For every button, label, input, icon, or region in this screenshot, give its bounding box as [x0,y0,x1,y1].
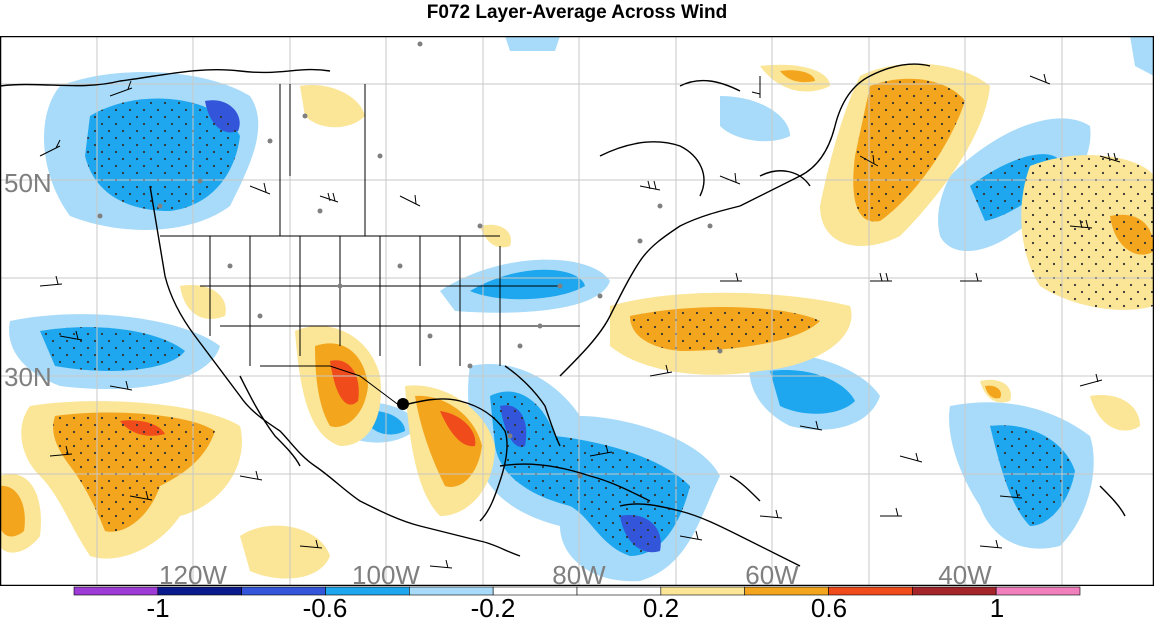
wind-barbs [39,73,1121,569]
hurricane-position-marker [397,398,409,410]
lon-label: 100W [352,560,420,586]
colorbar [73,586,1081,596]
colorbar-label: -1 [146,593,170,623]
coastlines [1,63,1126,567]
lon-label: 40W [938,560,992,586]
map-title: F072 Layer-Average Across Wind [426,2,728,23]
colorbar-box [995,586,1081,596]
colorbar-labels: -1 -0.6 -0.2 0.2 0.6 1 [0,594,1154,622]
colorbar-label: 0.2 [642,593,680,623]
colorbar-label: -0.6 [302,593,348,623]
colorbar-label: 1 [989,593,1005,623]
lat-label: 30N [4,362,52,392]
latitude-labels: 50N 30N [4,168,52,392]
political-boundaries [160,84,580,407]
lon-label: 60W [745,560,799,586]
colorbar-label: 0.6 [810,593,848,623]
across-wind-map: 120W 100W 80W 60W 40W 50N 30N [0,36,1154,586]
station-markers [97,41,723,479]
lon-label: 120W [159,560,227,586]
longitude-labels: 120W 100W 80W 60W 40W [159,560,992,586]
lat-label: 50N [4,168,52,198]
colorbar-label: -0.2 [470,593,516,623]
lon-label: 80W [552,560,606,586]
